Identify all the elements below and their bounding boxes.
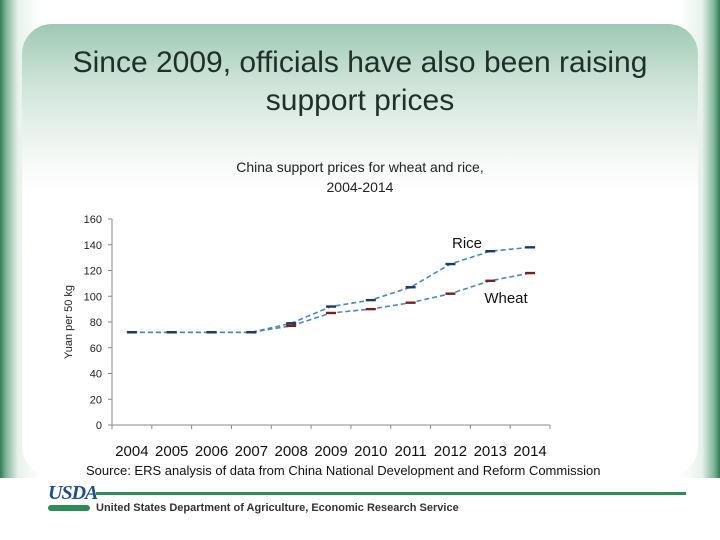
x-tick-label: 2006 [195, 443, 228, 460]
y-tick-label: 0 [96, 420, 102, 432]
y-tick-label: 40 [90, 369, 102, 381]
x-tick-label: 2005 [155, 443, 188, 460]
content-panel [22, 24, 698, 476]
x-tick-label: 2009 [314, 443, 347, 460]
axes: 0 20 40 60 80 100 120 140 160 2004 2005 2006 2007 200… [84, 214, 551, 460]
y-tick-label: 140 [84, 240, 102, 252]
y-tick-label: 80 [90, 317, 102, 329]
y-tick-label: 160 [84, 214, 102, 226]
y-tick-label: 20 [90, 394, 102, 406]
agency-name: United States Department of Agriculture,… [96, 502, 459, 514]
y-tick-label: 120 [84, 266, 102, 278]
x-tick-label: 2004 [115, 443, 148, 460]
usda-logo[interactable]: USDA [48, 482, 98, 504]
usda-logo-swoosh [48, 505, 90, 511]
x-tick-label: 2013 [474, 443, 507, 460]
x-tick-label: 2007 [235, 443, 268, 460]
y-tick-label: 100 [84, 291, 102, 303]
x-tick-label: 2012 [434, 443, 467, 460]
chart-subtitle: 2004-2014 [327, 179, 394, 195]
source-note: Source: ERS analysis of data from China … [86, 463, 601, 478]
series-line-rice [131, 246, 531, 334]
series-layer [126, 246, 536, 334]
footer-rule [96, 492, 686, 495]
x-tick-label: 2010 [354, 443, 387, 460]
chart-title: China support prices for wheat and rice, [236, 159, 483, 175]
x-tick-label: 2014 [513, 443, 546, 460]
series-label-wheat: Wheat [484, 290, 528, 307]
series-line-wheat [131, 272, 531, 334]
series-label-rice: Rice [452, 235, 482, 252]
y-axis-label: Yuan per 50 kg [63, 285, 75, 359]
slide-title: Since 2009, officials have also been rai… [72, 46, 648, 117]
x-tick-label: 2008 [274, 443, 307, 460]
series-labels: Rice Wheat [452, 235, 529, 307]
x-tick-label: 2011 [395, 443, 427, 460]
footer: USDA United States Department of Agricul… [0, 478, 720, 540]
y-tick-label: 60 [90, 343, 102, 355]
